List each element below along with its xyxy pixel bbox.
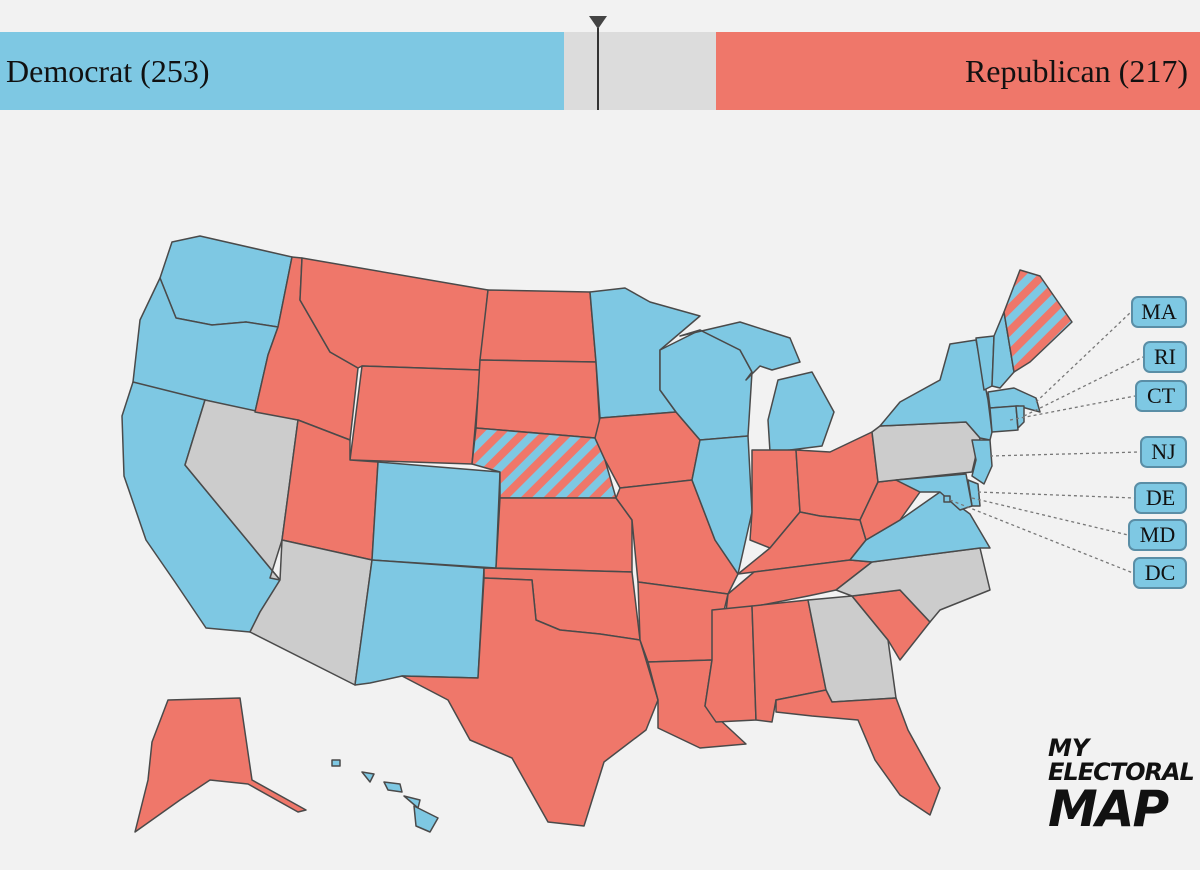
win-threshold-marker-icon xyxy=(589,16,607,29)
state-FL[interactable] xyxy=(775,689,941,816)
republican-bar: Republican (217) xyxy=(715,32,1200,110)
state-NY[interactable] xyxy=(879,339,993,441)
republican-label: Republican (217) xyxy=(964,53,1188,89)
callout-MD[interactable]: MD xyxy=(1128,519,1187,551)
state-ME[interactable] xyxy=(1003,269,1073,373)
democrat-bar: Democrat (253) xyxy=(0,32,565,110)
state-PA[interactable] xyxy=(871,421,981,483)
state-WA[interactable] xyxy=(159,235,293,328)
electoral-vote-bar: Democrat (253) Republican (217) xyxy=(0,32,1200,110)
tossup-bar xyxy=(564,32,716,110)
my-electoral-map-logo: MY ELECTORAL MAP xyxy=(1048,736,1198,846)
state-CT[interactable] xyxy=(989,405,1019,433)
state-CO[interactable] xyxy=(371,461,501,569)
state-MI[interactable] xyxy=(679,321,835,453)
state-DC[interactable] xyxy=(943,495,951,503)
callout-NJ[interactable]: NJ xyxy=(1140,436,1187,468)
callout-MA[interactable]: MA xyxy=(1131,296,1187,328)
state-HI[interactable] xyxy=(331,759,439,833)
state-SD[interactable] xyxy=(475,359,601,439)
win-threshold-line xyxy=(597,28,599,110)
state-WY[interactable] xyxy=(349,365,481,465)
callout-CT[interactable]: CT xyxy=(1135,380,1187,412)
state-ND[interactable] xyxy=(479,289,597,363)
state-KS[interactable] xyxy=(495,497,633,573)
logo-line-electoral: ELECTORAL xyxy=(1048,758,1195,786)
state-IA[interactable] xyxy=(594,411,701,489)
state-RI[interactable] xyxy=(1015,405,1025,429)
logo-line-map: MAP xyxy=(1048,780,1169,838)
democrat-label: Democrat (253) xyxy=(6,53,210,89)
state-AK[interactable] xyxy=(134,697,307,833)
state-NH[interactable] xyxy=(991,311,1015,389)
callout-RI[interactable]: RI xyxy=(1143,341,1187,373)
state-NM[interactable] xyxy=(354,559,485,686)
state-TX[interactable] xyxy=(401,577,659,827)
callout-DC[interactable]: DC xyxy=(1133,557,1187,589)
callout-DE[interactable]: DE xyxy=(1134,482,1187,514)
state-NJ[interactable] xyxy=(971,439,993,485)
state-MS[interactable] xyxy=(704,605,757,723)
logo-line-my: MY xyxy=(1048,734,1090,762)
